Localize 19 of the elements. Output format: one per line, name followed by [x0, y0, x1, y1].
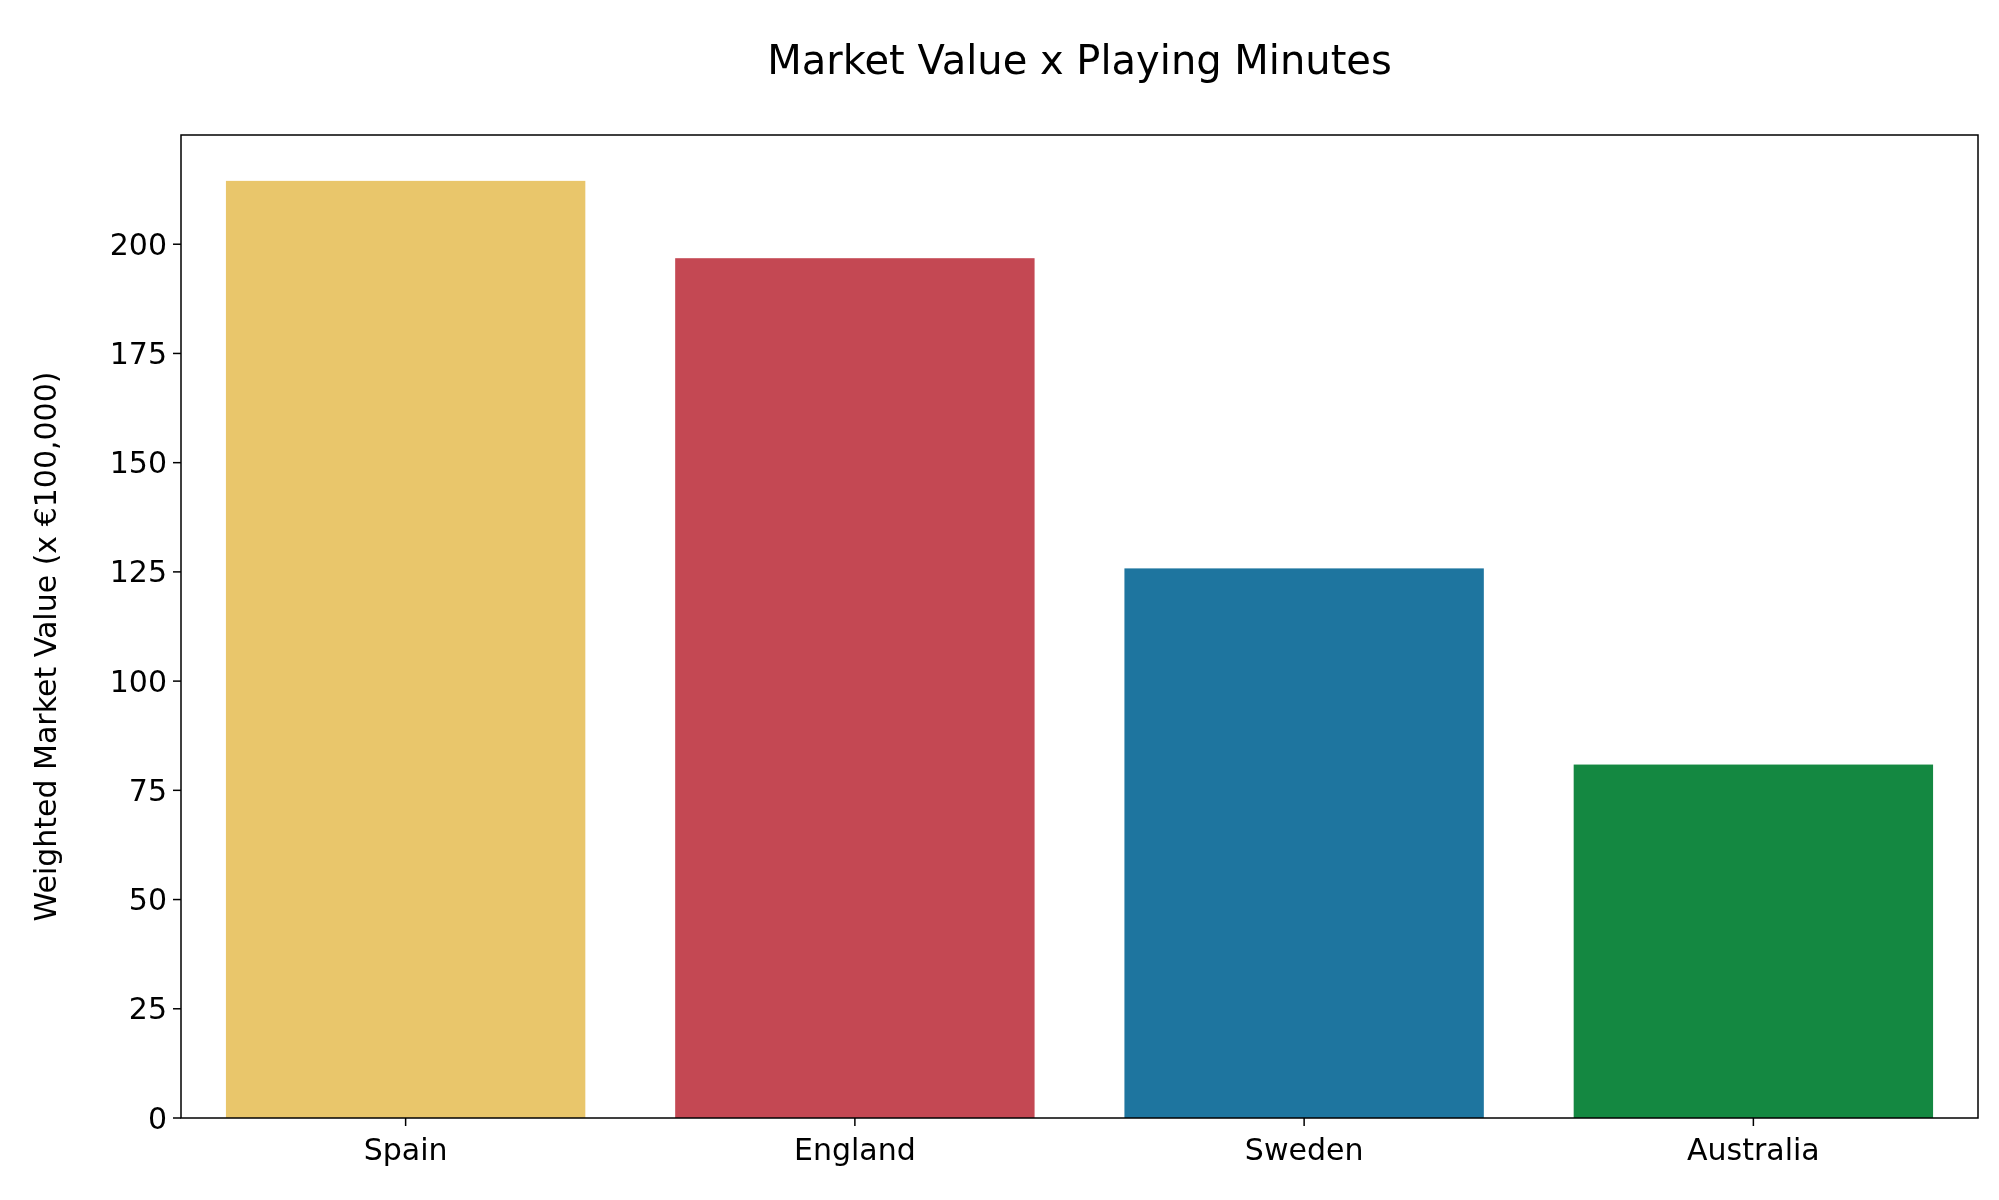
- y-tick-label: 200: [109, 226, 167, 262]
- y-axis-title: Weighted Market Value (x €100,000): [28, 371, 63, 922]
- x-tick-label: England: [793, 1132, 916, 1167]
- chart-title: Market Value x Playing Minutes: [767, 37, 1392, 83]
- bar: [225, 180, 586, 1118]
- bar: [675, 258, 1035, 1118]
- y-tick-label: 50: [128, 882, 167, 918]
- x-tick-label: Australia: [1687, 1132, 1820, 1167]
- bar: [1573, 764, 1934, 1118]
- y-tick-label: 75: [128, 772, 167, 808]
- y-tick-label: 125: [109, 554, 167, 590]
- y-tick-label: 100: [109, 663, 167, 699]
- y-tick-label: 25: [128, 991, 167, 1027]
- y-tick-label: 0: [147, 1100, 167, 1136]
- y-tick-label: 175: [109, 335, 167, 371]
- x-tick-label: Sweden: [1244, 1132, 1364, 1167]
- x-tick-label: Spain: [363, 1132, 448, 1167]
- bar: [1124, 568, 1484, 1118]
- y-tick-label: 150: [109, 445, 167, 481]
